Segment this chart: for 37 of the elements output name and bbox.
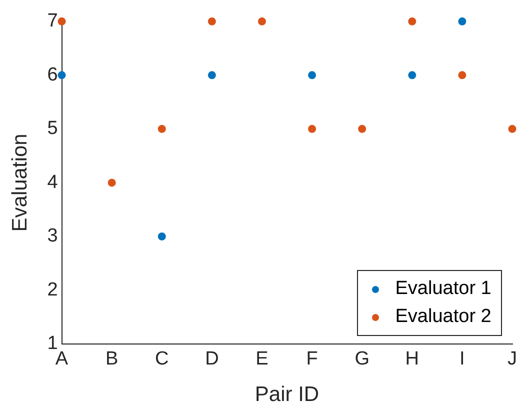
x-axis-title: Pair ID [254,383,320,406]
x-tick-label: A [55,348,68,370]
point [508,124,516,133]
y-tick-label: 6 [47,64,58,86]
point [208,71,216,80]
point [158,124,166,133]
point [358,124,366,133]
x-tick-label: G [354,348,370,370]
y-tick-label: 5 [47,118,58,140]
y-tick-label: 2 [47,279,58,300]
x-tick-label: J [508,348,517,370]
point [158,232,166,240]
x-tick-label: E [256,348,268,370]
x-tick-label: D [205,348,219,370]
point [408,17,416,26]
point [308,71,316,80]
y-tick-label: 1 [47,333,58,354]
point [58,71,66,80]
legend-label: Evaluator 2 [395,306,492,328]
point [458,71,466,80]
x-tick-label: I [460,348,465,370]
x-tick-label: F [306,348,318,370]
legend-label: Evaluator 1 [395,278,492,300]
y-tick-label: 7 [47,10,58,32]
point [58,17,66,26]
point [258,17,266,26]
point [208,17,216,26]
y-tick-label: 3 [47,226,58,247]
point [408,71,416,80]
point [308,124,316,133]
x-tick-label: C [155,348,169,370]
x-tick-label: H [405,348,420,370]
x-tick-label: B [105,348,118,370]
point [108,178,116,187]
y-axis-title: Evaluation [8,134,32,232]
point [458,17,466,26]
y-tick-label: 4 [47,172,58,193]
